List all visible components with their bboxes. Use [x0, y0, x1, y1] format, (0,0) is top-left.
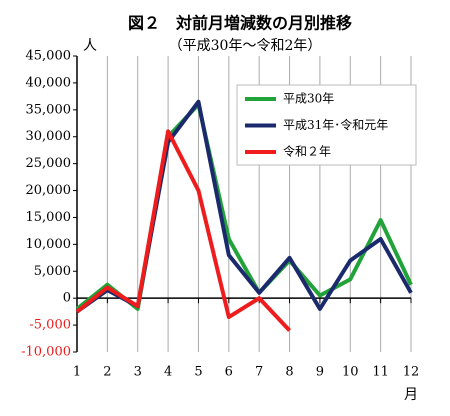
y-tick-label: -5,000 [29, 318, 71, 333]
y-tick-label: 15,000 [26, 210, 72, 225]
x-tick-label: 2 [103, 365, 111, 380]
y-tick-label: 20,000 [26, 183, 72, 198]
chart-title: 図２ 対前月増減数の月別推移 [128, 14, 352, 33]
x-tick-label: 10 [342, 365, 359, 380]
legend-label: 平成30年 [283, 92, 334, 106]
legend-label: 令和２年 [283, 144, 331, 159]
x-tick-label: 4 [164, 365, 172, 380]
y-tick-label: 45,000 [26, 49, 72, 64]
series-line [75, 129, 292, 332]
x-tick-label: 12 [403, 365, 420, 380]
y-tick-label: 0 [63, 291, 71, 306]
y-axis-label: 人 [83, 38, 97, 54]
x-tick-label: 8 [285, 365, 293, 380]
x-tick-label: 11 [372, 365, 389, 380]
y-tick-label: 40,000 [26, 75, 72, 90]
y-tick-label: 10,000 [26, 237, 72, 252]
x-tick-label: 9 [316, 365, 324, 380]
y-tick-label: 30,000 [26, 129, 72, 144]
x-tick-label: 1 [73, 365, 81, 380]
y-tick-label: 35,000 [26, 102, 72, 117]
legend-label: 平成31年･令和元年 [283, 117, 388, 132]
chart-subtitle: （平成30年～令和2年） [169, 38, 322, 54]
y-tick-label: -10,000 [21, 345, 71, 360]
x-tick-label: 7 [255, 365, 263, 380]
x-tick-label: 3 [134, 365, 142, 380]
x-axis-label: 月 [404, 387, 418, 403]
x-tick-label: 5 [194, 365, 202, 380]
x-tick-label: 6 [225, 365, 233, 380]
y-tick-label: 5,000 [34, 264, 71, 279]
y-tick-label: 25,000 [26, 156, 72, 171]
